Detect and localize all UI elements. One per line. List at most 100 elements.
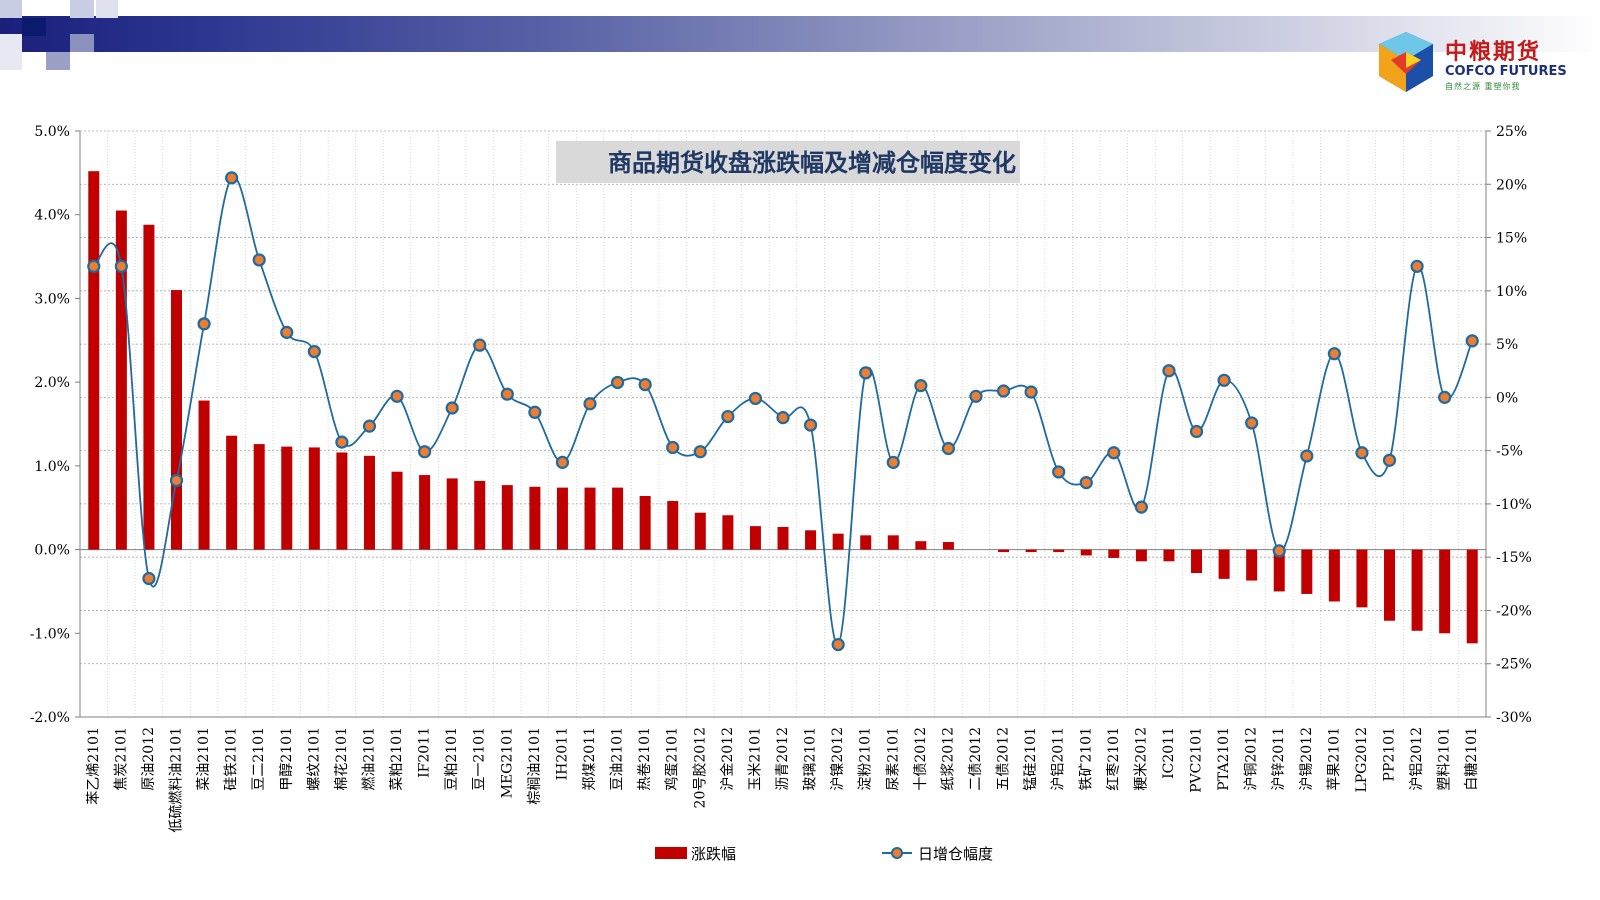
line-point bbox=[1107, 446, 1121, 460]
deco-square bbox=[96, 0, 118, 18]
line-point bbox=[1465, 334, 1479, 348]
y-right-tick-label: 5% bbox=[1496, 337, 1518, 353]
x-tick-label: 豆二2101 bbox=[251, 727, 267, 791]
bar bbox=[887, 535, 899, 550]
bar bbox=[529, 486, 541, 550]
bar bbox=[915, 541, 927, 550]
x-tick-label: 郑煤2011 bbox=[582, 727, 598, 791]
bar bbox=[391, 471, 403, 550]
x-tick-label: 焦炭2101 bbox=[113, 727, 129, 791]
bar bbox=[1466, 549, 1478, 644]
y-left-tick-label: 3.0% bbox=[34, 291, 70, 307]
line-point bbox=[610, 375, 625, 390]
deco-square bbox=[0, 34, 22, 70]
y-left-tick-label: -1.0% bbox=[30, 626, 70, 642]
bar bbox=[115, 210, 127, 550]
line-point bbox=[335, 435, 349, 449]
deco-square bbox=[70, 34, 94, 52]
y-left-tick-label: 1.0% bbox=[34, 459, 70, 475]
line-point bbox=[87, 259, 101, 273]
bar bbox=[1411, 549, 1423, 631]
x-tick-label: 红枣2101 bbox=[1106, 727, 1122, 791]
x-tick-label: 塑料2101 bbox=[1437, 727, 1453, 791]
bar bbox=[722, 515, 734, 550]
bar bbox=[1218, 549, 1230, 579]
x-tick-label: PP2101 bbox=[1382, 727, 1398, 781]
line-point bbox=[307, 344, 321, 359]
line-point bbox=[1189, 424, 1204, 439]
line-point bbox=[1217, 373, 1231, 387]
bar bbox=[1053, 549, 1065, 553]
line-point bbox=[197, 317, 211, 331]
y-left-tick-label: 0.0% bbox=[34, 543, 70, 559]
bar bbox=[777, 526, 789, 550]
line-point bbox=[638, 377, 652, 392]
x-tick-label: 沪铝2012 bbox=[1409, 727, 1425, 791]
line-point bbox=[1052, 465, 1066, 479]
line-point bbox=[1079, 476, 1093, 490]
bar bbox=[253, 444, 265, 550]
line-point bbox=[748, 391, 763, 406]
bar bbox=[1301, 549, 1313, 594]
line-point bbox=[914, 379, 928, 393]
line-point bbox=[1272, 544, 1286, 558]
bar bbox=[639, 495, 651, 550]
x-tick-label: 燃油2101 bbox=[360, 727, 377, 791]
x-tick-label: 沪铜2012 bbox=[1244, 727, 1260, 791]
x-tick-label: PTA2101 bbox=[1216, 727, 1232, 791]
y-right-tick-label: -20% bbox=[1496, 603, 1532, 619]
bar bbox=[308, 447, 320, 550]
x-tick-label: 豆油2101 bbox=[610, 727, 626, 791]
bar bbox=[1135, 549, 1147, 562]
x-tick-label: 纸浆2012 bbox=[940, 727, 956, 791]
line-point bbox=[831, 637, 845, 652]
y-left-tick-label: 5.0% bbox=[34, 124, 70, 140]
line-point bbox=[1438, 390, 1452, 404]
line-point bbox=[473, 338, 487, 352]
x-tick-label: 沪锌2011 bbox=[1271, 727, 1287, 791]
header-band bbox=[0, 16, 1600, 52]
x-tick-label: 豆一2101 bbox=[472, 727, 488, 791]
x-tick-label: 玉米2101 bbox=[747, 727, 763, 791]
bar bbox=[612, 487, 624, 550]
bar bbox=[501, 485, 513, 550]
cofco-logo: 中粮期货 COFCO FUTURES 自然之源 重塑你我 bbox=[1375, 30, 1595, 96]
y-right-tick-label: -25% bbox=[1496, 657, 1532, 673]
x-tick-label: PVC2101 bbox=[1189, 727, 1205, 793]
x-tick-label: 铁矿2101 bbox=[1078, 727, 1094, 791]
x-tick-label: 鸡蛋2101 bbox=[664, 727, 681, 791]
line-point bbox=[169, 473, 184, 488]
chart-title-box bbox=[556, 141, 1020, 183]
line-point bbox=[859, 366, 873, 380]
line-point bbox=[1327, 347, 1341, 361]
bar bbox=[419, 475, 431, 550]
line-point bbox=[1245, 416, 1259, 430]
y-right-tick-label: 15% bbox=[1496, 231, 1527, 247]
x-tick-label: 硅铁2101 bbox=[224, 727, 240, 791]
legend-line-marker bbox=[891, 847, 903, 859]
line-point bbox=[1355, 446, 1369, 460]
bar bbox=[446, 478, 458, 550]
y-left-tick-label: 4.0% bbox=[34, 208, 70, 224]
x-tick-label: 苹果2101 bbox=[1326, 727, 1342, 791]
x-tick-label: 棉花2101 bbox=[333, 727, 350, 791]
x-tick-label: 淀粉2101 bbox=[858, 727, 874, 791]
deco-square bbox=[0, 0, 22, 18]
chart-title: 商品期货收盘涨跌幅及增减仓幅度变化 bbox=[608, 148, 1016, 177]
x-tick-label: 甲醇2101 bbox=[278, 727, 295, 791]
x-tick-label: 菜粕2101 bbox=[389, 727, 405, 791]
x-tick-label: 沥青2012 bbox=[775, 727, 791, 791]
x-tick-label: 原油2012 bbox=[141, 727, 157, 791]
x-tick-label: 低硫燃料油2101 bbox=[167, 727, 184, 833]
x-tick-label: 十债2012 bbox=[913, 727, 929, 791]
y-right-tick-label: 10% bbox=[1496, 284, 1527, 300]
line-point bbox=[996, 384, 1011, 398]
x-tick-label: IF2011 bbox=[417, 727, 433, 778]
deco-square bbox=[22, 18, 46, 36]
bar bbox=[363, 455, 375, 550]
bar bbox=[805, 530, 817, 550]
bar bbox=[942, 542, 954, 550]
line-point bbox=[114, 259, 128, 273]
bar bbox=[198, 400, 210, 550]
